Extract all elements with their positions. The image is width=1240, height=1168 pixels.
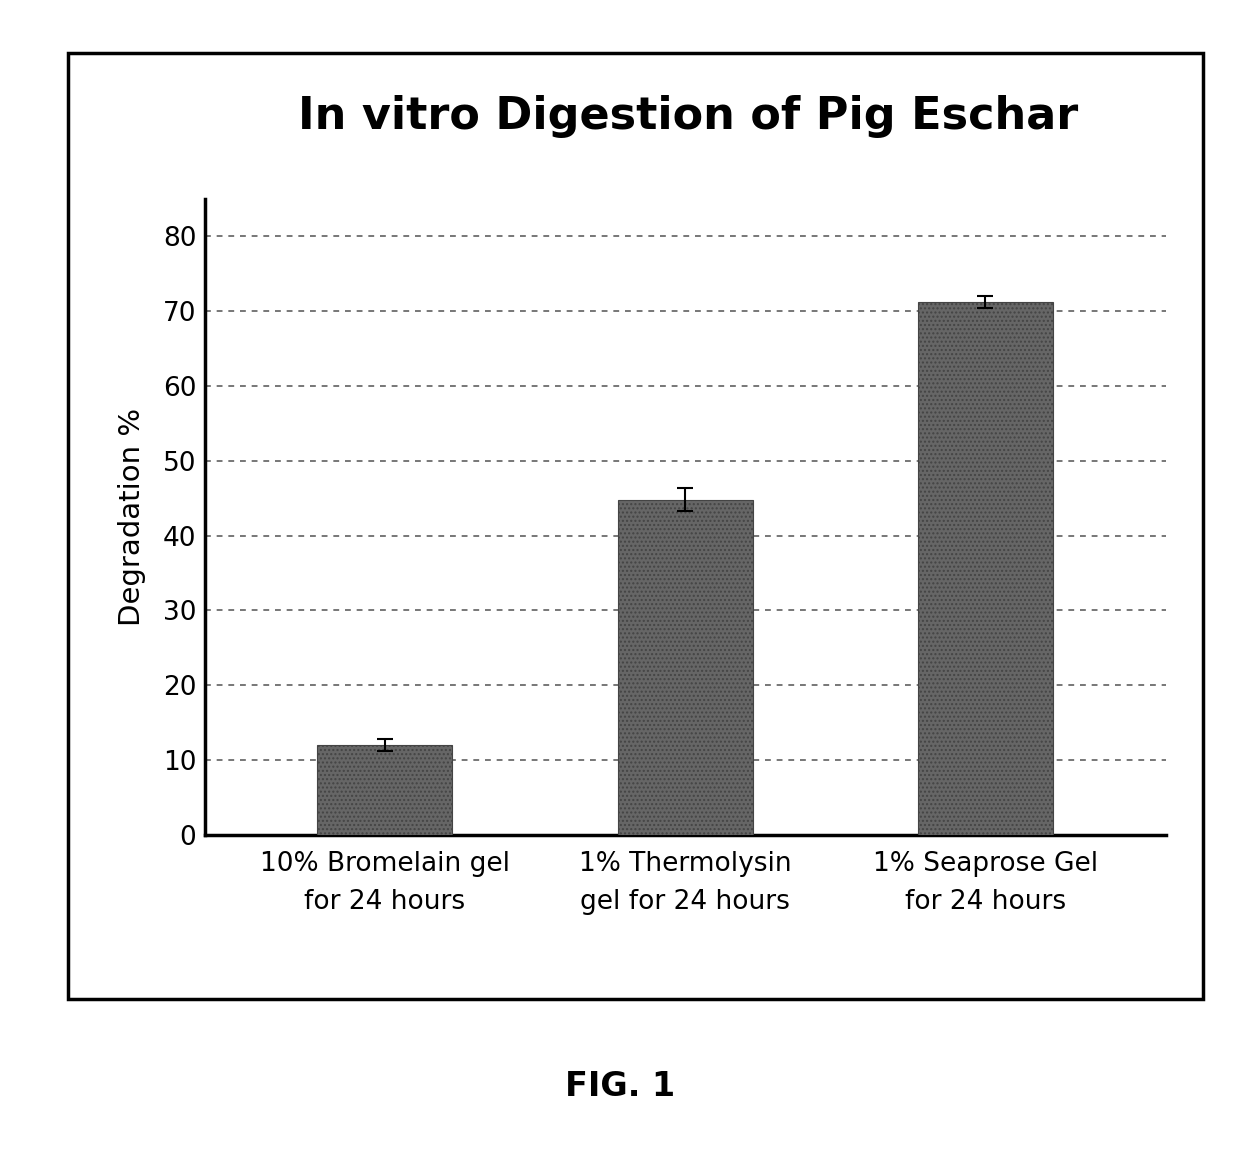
- Bar: [317, 745, 453, 835]
- Bar: [918, 301, 1053, 835]
- Text: In vitro Digestion of Pig Eschar: In vitro Digestion of Pig Eschar: [298, 96, 1079, 138]
- Y-axis label: Degradation %: Degradation %: [118, 408, 146, 626]
- Bar: [618, 500, 753, 835]
- Text: FIG. 1: FIG. 1: [565, 1070, 675, 1103]
